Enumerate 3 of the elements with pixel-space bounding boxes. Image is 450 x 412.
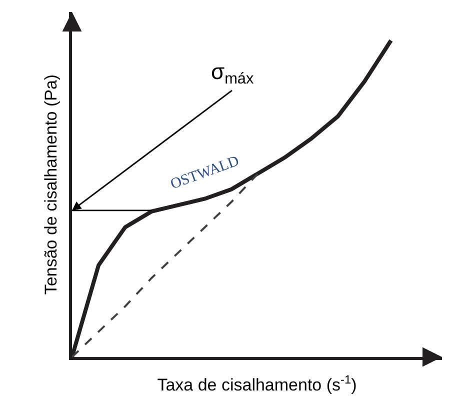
annotation: σ$_{máx}$: [211, 59, 254, 88]
y-axis-title: Tensão de cisalhamento (Pa): [42, 74, 61, 295]
x-axis-title: Taxa de cisalhamento (s$^{-1}$): [157, 372, 357, 394]
